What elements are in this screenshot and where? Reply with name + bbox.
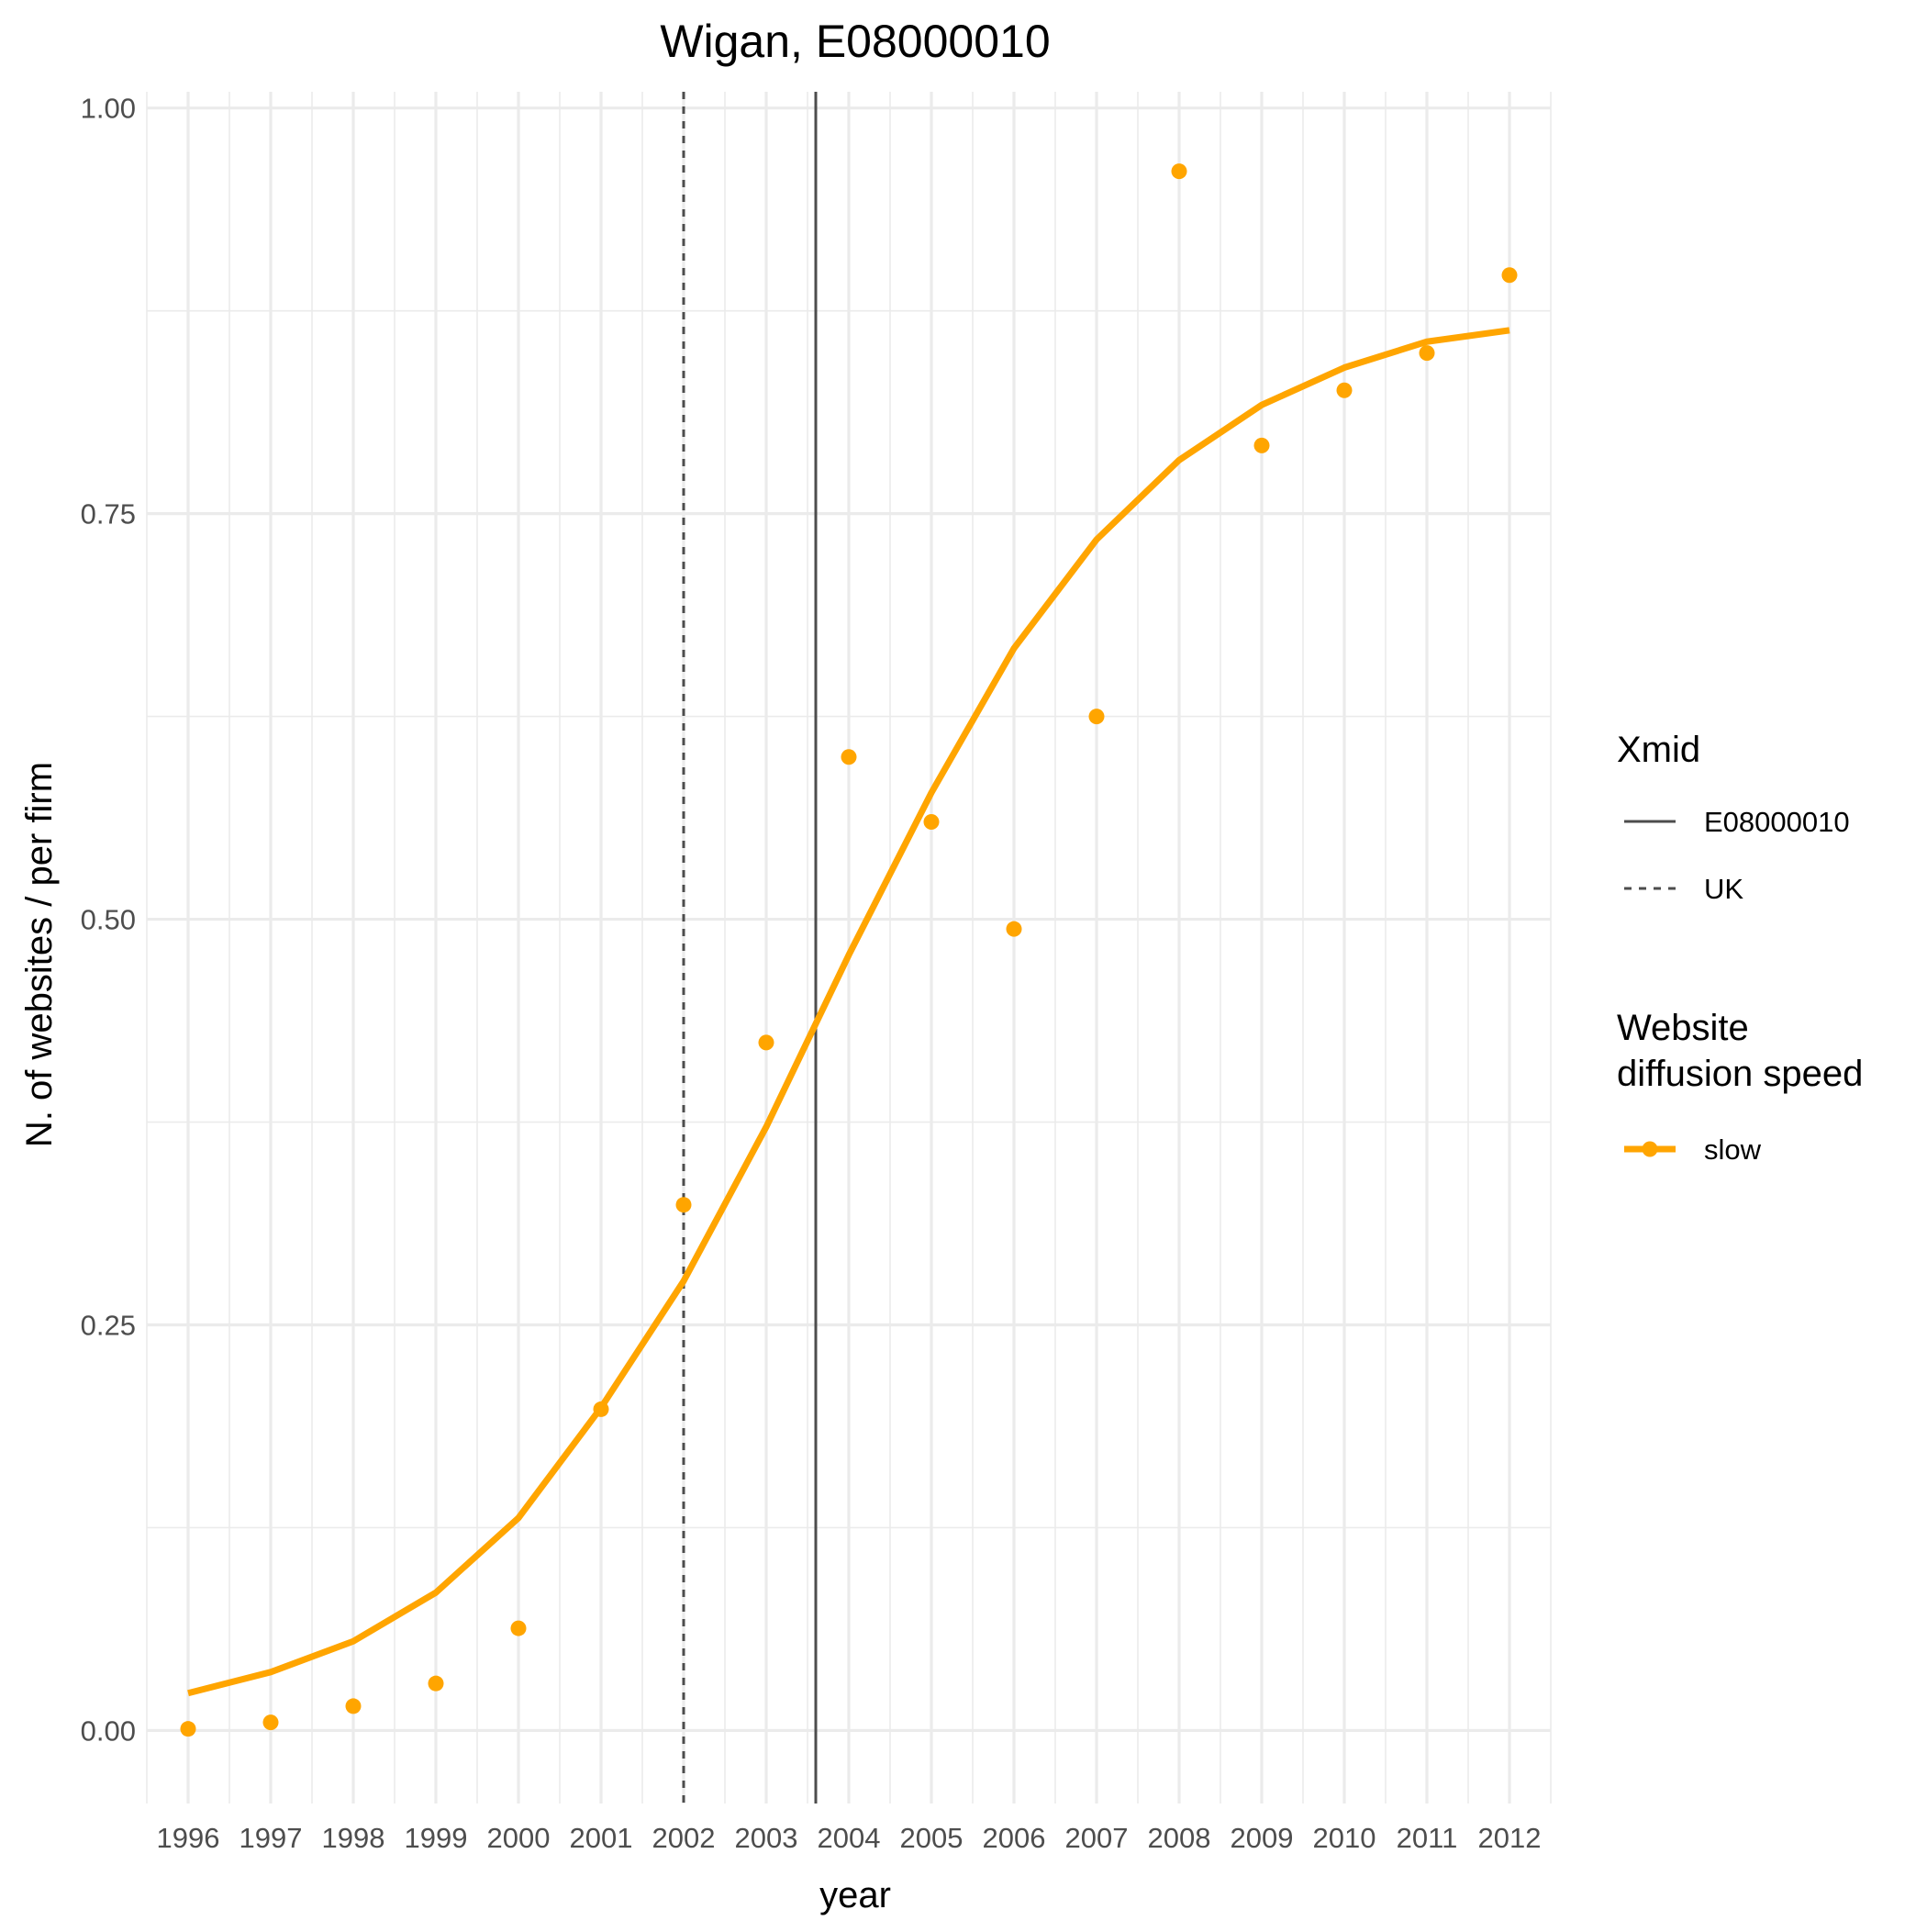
data-point xyxy=(841,749,857,765)
legend-label-e08000010: E08000010 xyxy=(1704,806,1850,838)
x-tick-label: 2011 xyxy=(1397,1822,1458,1854)
legend-title-xmid: Xmid xyxy=(1617,730,1700,770)
x-axis-title: year xyxy=(819,1875,891,1915)
data-point xyxy=(923,813,940,830)
y-tick-label: 0.00 xyxy=(81,1714,136,1747)
data-point xyxy=(1253,437,1270,453)
legend-label-uk: UK xyxy=(1704,873,1743,905)
x-tick-label: 1998 xyxy=(322,1822,385,1854)
y-tick-label: 0.50 xyxy=(81,904,136,936)
legend-title-speed-line1: Website xyxy=(1617,1008,1749,1048)
series-layer xyxy=(187,327,1510,1697)
x-tick-label: 1999 xyxy=(405,1822,468,1854)
data-point xyxy=(180,1721,196,1737)
data-point xyxy=(675,1197,692,1213)
data-point xyxy=(510,1620,527,1636)
data-point xyxy=(1006,921,1022,937)
x-tick-label: 2009 xyxy=(1231,1822,1294,1854)
x-tick-label: 2004 xyxy=(818,1822,881,1854)
data-point xyxy=(1171,163,1187,180)
legend-title-speed-line2: diffusion speed xyxy=(1617,1054,1863,1094)
y-tick-label: 0.75 xyxy=(81,498,136,530)
legend: Xmid E08000010 UK Website diffusion spee… xyxy=(1617,730,1863,1166)
chart-title: Wigan, E08000010 xyxy=(660,16,1050,67)
x-tick-label: 2006 xyxy=(983,1822,1046,1854)
data-point xyxy=(1336,382,1353,398)
data-point xyxy=(593,1401,609,1417)
x-tick-label: 2012 xyxy=(1478,1822,1542,1854)
x-tick-label: 2005 xyxy=(900,1822,964,1854)
x-tick-label: 2010 xyxy=(1313,1822,1376,1854)
data-point xyxy=(758,1034,774,1051)
x-tick-label: 2001 xyxy=(570,1822,633,1854)
x-tick-label: 2000 xyxy=(487,1822,551,1854)
legend-key-slow-point xyxy=(1642,1141,1658,1157)
data-point xyxy=(428,1675,444,1692)
x-tick-label: 1997 xyxy=(239,1822,303,1854)
legend-label-slow: slow xyxy=(1704,1134,1762,1166)
y-tick-label: 0.25 xyxy=(81,1310,136,1342)
data-point xyxy=(345,1698,362,1714)
data-point xyxy=(1501,267,1518,284)
y-tick-label: 1.00 xyxy=(81,93,136,125)
data-point xyxy=(1088,709,1105,725)
points-layer xyxy=(180,163,1518,1737)
y-axis-title: N. of websites / per firm xyxy=(19,762,60,1147)
x-tick-label: 2007 xyxy=(1065,1822,1129,1854)
x-axis-ticks: 1996 1997 1998 1999 2000 2001 2002 2003 2004 2005… xyxy=(157,1822,1542,1854)
x-tick-label: 2008 xyxy=(1148,1822,1211,1854)
x-tick-label: 2003 xyxy=(735,1822,798,1854)
data-point xyxy=(262,1714,279,1731)
x-tick-label: 1996 xyxy=(157,1822,220,1854)
y-axis-ticks: 0.00 0.25 0.50 0.75 1.00 xyxy=(81,93,136,1748)
x-tick-label: 2002 xyxy=(652,1822,716,1854)
grid-layer xyxy=(146,92,1552,1804)
reference-lines xyxy=(682,92,818,1804)
series-line-slow xyxy=(187,327,1510,1697)
data-point xyxy=(1419,345,1435,362)
